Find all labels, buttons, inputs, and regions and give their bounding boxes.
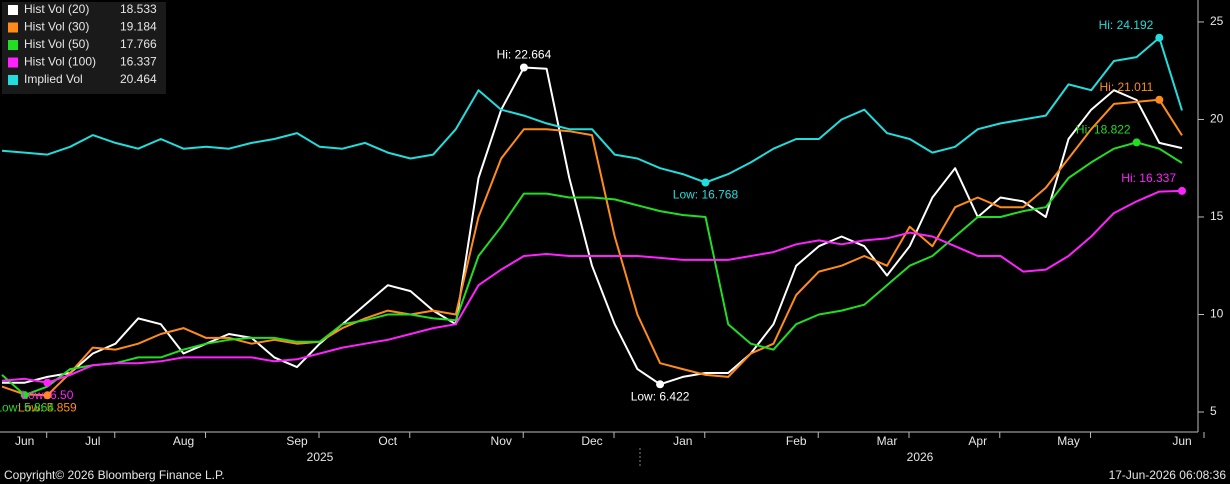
legend-box bbox=[2, 2, 166, 94]
legend-value: 20.464 bbox=[120, 72, 157, 86]
x-tick-label: Oct bbox=[378, 434, 397, 448]
legend-label: Hist Vol (50) bbox=[24, 37, 89, 51]
x-tick-label: Aug bbox=[173, 434, 194, 448]
annotation: Hi: 18.822 bbox=[1076, 123, 1131, 137]
x-tick-label: Jun bbox=[1172, 434, 1191, 448]
legend-label: Hist Vol (100) bbox=[24, 55, 96, 69]
annotation-dot bbox=[20, 391, 29, 400]
legend-label: Implied Vol bbox=[24, 72, 83, 86]
annotation-dot bbox=[43, 391, 52, 400]
legend: Hist Vol (20) 18.533 Hist Vol (30) 19.184 Hi… bbox=[2, 2, 166, 94]
y-tick-label: 15 bbox=[1210, 209, 1224, 223]
year-label: 2025 bbox=[307, 450, 334, 464]
x-tick-label: Feb bbox=[786, 434, 807, 448]
legend-value: 19.184 bbox=[120, 20, 157, 34]
series-line bbox=[1, 98, 1183, 397]
y-tick-label: 10 bbox=[1210, 307, 1224, 321]
y-tick-label: 20 bbox=[1210, 112, 1224, 126]
legend-swatch bbox=[8, 75, 18, 85]
annotation-dot bbox=[701, 178, 710, 187]
annotation-dot bbox=[1178, 186, 1186, 195]
year-label: 2026 bbox=[907, 450, 934, 464]
footer: Copyright© 2026 Bloomberg Finance L.P. bbox=[4, 468, 225, 482]
legend-label: Hist Vol (20) bbox=[24, 2, 89, 16]
annotation-dot bbox=[1155, 95, 1164, 104]
annotation-dot bbox=[43, 378, 52, 387]
legend-value: 18.533 bbox=[120, 2, 157, 16]
x-tick-label: Jan bbox=[673, 434, 692, 448]
annotation: Low: 6.422 bbox=[631, 389, 690, 403]
x-tick-label: Apr bbox=[968, 434, 987, 448]
annotation: Hi: 21.011 bbox=[1099, 80, 1153, 94]
x-tick-label: May bbox=[1057, 434, 1080, 448]
legend-label: Hist Vol (30) bbox=[24, 20, 89, 34]
y-tick-label: 5 bbox=[1210, 404, 1217, 418]
annotation: Hi: 24.192 bbox=[1099, 18, 1154, 32]
annotation: Low: 16.768 bbox=[673, 188, 739, 202]
series-line bbox=[1, 189, 1183, 384]
y-tick-label: 25 bbox=[1210, 14, 1224, 28]
annotation: Low: 5.859 bbox=[18, 400, 77, 414]
x-tick-label: Jul bbox=[85, 434, 100, 448]
annotation: Hi: 16.337 bbox=[1121, 171, 1176, 185]
x-tick-label: Jun bbox=[15, 434, 34, 448]
series-line bbox=[2, 66, 1183, 386]
x-tick-label: Mar bbox=[877, 434, 898, 448]
annotation-dot bbox=[1155, 33, 1164, 42]
legend-swatch bbox=[8, 22, 18, 33]
legend-swatch bbox=[8, 40, 18, 50]
annotation-dot bbox=[519, 63, 528, 72]
annotation: Low: 5.864 bbox=[0, 400, 54, 414]
legend-value: 16.337 bbox=[120, 55, 157, 69]
legend-swatch bbox=[8, 57, 18, 68]
timestamp: 17-Jun-2026 06:08:36 bbox=[1109, 468, 1227, 482]
x-tick-label: Dec bbox=[581, 434, 602, 448]
annotation: Hi: 22.664 bbox=[497, 48, 552, 62]
legend-value: 17.766 bbox=[120, 37, 157, 51]
legend-swatch bbox=[8, 5, 18, 15]
annotation-dot bbox=[1132, 138, 1141, 147]
x-tick-label: Sep bbox=[286, 434, 308, 448]
x-tick-label: Nov bbox=[491, 434, 512, 448]
series-line bbox=[1, 36, 1183, 184]
annotation-dot bbox=[656, 380, 665, 389]
series-line bbox=[1, 141, 1183, 397]
annotation: Low: 6.50 bbox=[21, 388, 73, 402]
